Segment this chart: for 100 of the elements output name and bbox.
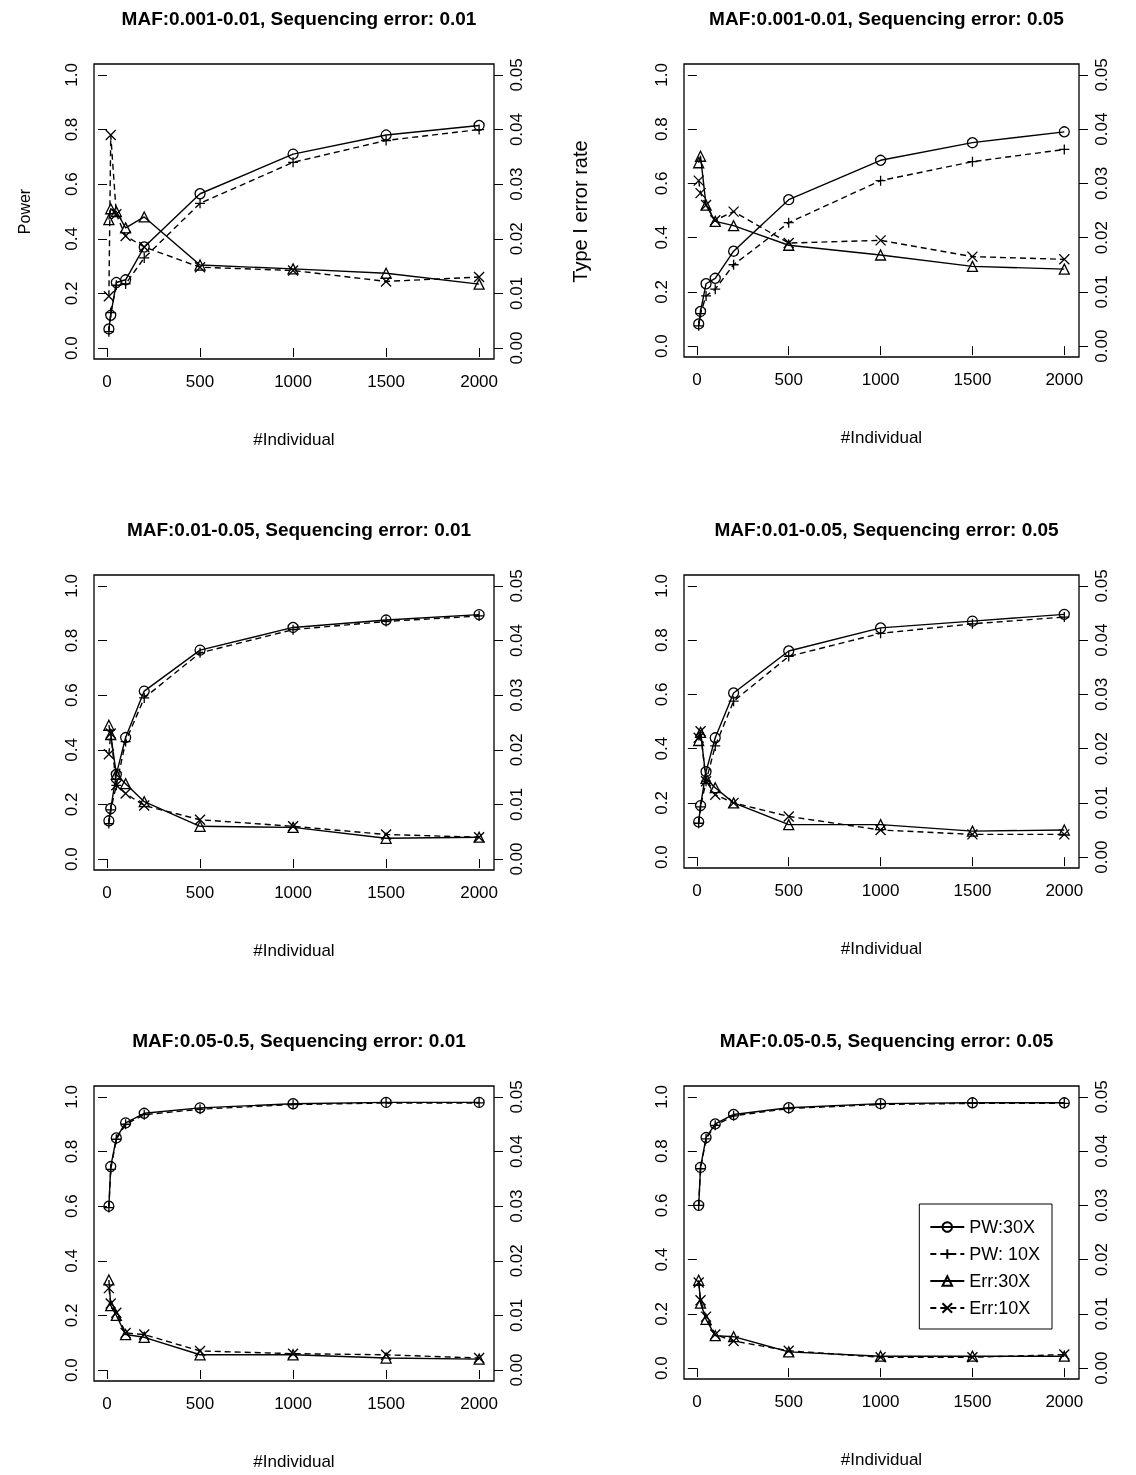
y-tick-label: 0.8 bbox=[652, 1139, 671, 1163]
point bbox=[119, 230, 132, 242]
chart-title: MAF:0.05-0.5, Sequencing error: 0.05 bbox=[719, 1030, 1054, 1051]
point bbox=[727, 245, 740, 257]
x-tick-label: 0 bbox=[692, 881, 702, 900]
point bbox=[874, 818, 887, 831]
point bbox=[727, 1331, 740, 1343]
x-axis-title: #Individual bbox=[253, 430, 335, 449]
point bbox=[966, 828, 979, 841]
y2-tick-label: 0.00 bbox=[1092, 1351, 1111, 1385]
y-tick-label: 1.0 bbox=[652, 574, 671, 598]
point bbox=[194, 1349, 206, 1361]
point bbox=[874, 249, 887, 261]
point bbox=[119, 222, 132, 234]
point bbox=[473, 119, 485, 132]
x-tick-label: 1000 bbox=[861, 1392, 900, 1411]
point bbox=[194, 820, 206, 832]
y-tick-label: 1.0 bbox=[62, 63, 81, 87]
x-axis-title: #Individual bbox=[840, 1450, 923, 1469]
point bbox=[103, 214, 115, 226]
point bbox=[1058, 126, 1070, 138]
y-axis-title: Power bbox=[15, 188, 33, 235]
x-tick-label: 1500 bbox=[953, 881, 992, 900]
y-tick-label: 0.4 bbox=[62, 1248, 81, 1273]
y2-tick-label: 0.04 bbox=[1092, 1134, 1111, 1168]
point bbox=[380, 828, 392, 841]
y2-tick-label: 0.02 bbox=[507, 1244, 526, 1278]
point bbox=[727, 1335, 740, 1347]
x-tick-label: 500 bbox=[185, 372, 215, 391]
point bbox=[874, 154, 887, 166]
point bbox=[709, 789, 721, 801]
y-tick-label: 0.2 bbox=[62, 281, 81, 306]
y2-tick-label: 0.01 bbox=[507, 276, 526, 310]
x-tick-label: 0 bbox=[102, 883, 112, 902]
point bbox=[727, 259, 740, 271]
y-tick-label: 0.4 bbox=[62, 226, 81, 251]
x-tick-label: 1000 bbox=[274, 372, 312, 391]
point bbox=[783, 194, 795, 206]
point bbox=[119, 731, 132, 744]
y2-tick-label: 0.01 bbox=[1092, 275, 1111, 309]
x-axis-title: #Individual bbox=[840, 428, 923, 447]
y2-tick-label: 0.03 bbox=[507, 678, 526, 712]
chart-title: MAF:0.001-0.01, Sequencing error: 0.01 bbox=[121, 8, 477, 29]
y-tick-label: 0.0 bbox=[62, 1358, 81, 1382]
y-tick-label: 0.4 bbox=[652, 225, 671, 250]
y2-tick-label: 0.01 bbox=[507, 787, 526, 821]
x-tick-label: 500 bbox=[185, 1394, 215, 1413]
y2-tick-label: 0.00 bbox=[507, 1353, 526, 1387]
chart-title: MAF:0.05-0.5, Sequencing error: 0.01 bbox=[132, 1030, 467, 1051]
x-tick-label: 1500 bbox=[953, 370, 992, 389]
point bbox=[709, 272, 721, 284]
point bbox=[874, 234, 887, 246]
y-tick-label: 0.6 bbox=[652, 682, 671, 707]
point bbox=[874, 175, 887, 187]
point bbox=[287, 148, 299, 160]
x-tick-label: 2000 bbox=[460, 1394, 499, 1413]
y2-tick-label: 0.05 bbox=[1092, 58, 1111, 92]
y-tick-label: 0.4 bbox=[62, 737, 81, 762]
point bbox=[103, 719, 115, 731]
point bbox=[966, 260, 979, 273]
x-tick-label: 2000 bbox=[460, 372, 499, 391]
point bbox=[194, 1345, 206, 1357]
x-tick-label: 0 bbox=[102, 1394, 112, 1413]
point bbox=[103, 1282, 115, 1294]
point bbox=[119, 274, 132, 286]
point bbox=[966, 825, 979, 837]
point bbox=[966, 137, 979, 149]
point bbox=[694, 150, 707, 162]
y2-tick-label: 0.00 bbox=[1092, 329, 1111, 363]
y2-axis-title: Type I error rate bbox=[569, 140, 591, 283]
y2-tick-label: 0.04 bbox=[507, 1135, 526, 1169]
point bbox=[380, 267, 392, 279]
y2-tick-label: 0.01 bbox=[1092, 786, 1111, 820]
y2-tick-label: 0.00 bbox=[507, 331, 526, 365]
point bbox=[700, 766, 712, 778]
y-tick-label: 0.2 bbox=[652, 791, 671, 815]
point bbox=[1058, 263, 1070, 275]
y-tick-label: 1.0 bbox=[652, 1085, 671, 1109]
y-tick-label: 0.6 bbox=[62, 172, 81, 197]
x-tick-label: 1000 bbox=[274, 883, 312, 902]
x-tick-label: 1000 bbox=[861, 370, 900, 389]
point bbox=[138, 796, 150, 808]
y-tick-label: 0.2 bbox=[62, 792, 81, 817]
point bbox=[138, 799, 150, 812]
y-tick-label: 0.8 bbox=[62, 1139, 81, 1164]
point bbox=[874, 622, 887, 634]
y-tick-label: 0.2 bbox=[62, 1303, 81, 1328]
y-tick-label: 0.8 bbox=[652, 117, 671, 141]
point bbox=[727, 205, 740, 218]
y-tick-label: 0.0 bbox=[652, 1356, 671, 1380]
x-tick-label: 500 bbox=[774, 370, 803, 389]
y2-tick-label: 0.03 bbox=[1092, 1188, 1111, 1222]
point bbox=[380, 129, 392, 141]
y2-tick-label: 0.05 bbox=[507, 569, 526, 603]
x-tick-label: 2000 bbox=[460, 883, 499, 902]
point bbox=[380, 275, 392, 288]
y2-tick-label: 0.05 bbox=[1092, 569, 1111, 603]
x-axis-title: #Individual bbox=[840, 939, 923, 958]
point bbox=[783, 810, 795, 823]
point bbox=[700, 278, 712, 290]
